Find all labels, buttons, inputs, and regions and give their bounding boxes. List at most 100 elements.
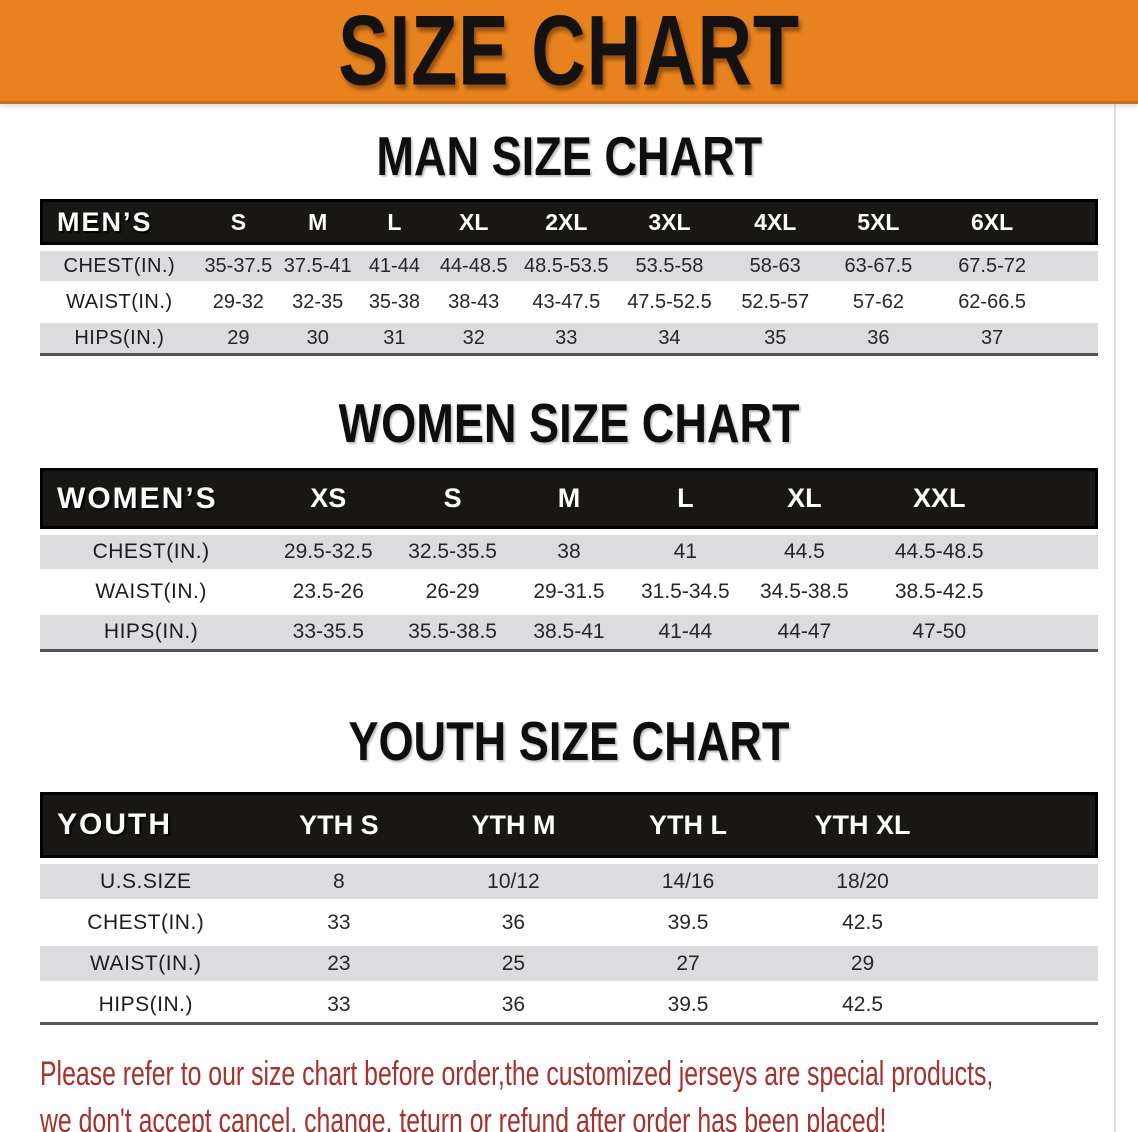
table-cell: 29-32 — [198, 281, 279, 317]
table-cell: 44.5-48.5 — [865, 529, 1014, 569]
table-cell: 8 — [251, 858, 427, 899]
table-cell: 34 — [616, 317, 723, 356]
table-cell: 36 — [828, 317, 929, 356]
table-cell: 32.5-35.5 — [394, 529, 511, 569]
table-cell: 37 — [928, 317, 1056, 356]
table-cell: 42.5 — [775, 981, 950, 1025]
column-header: S — [198, 199, 279, 245]
man-header-row: MEN’S S M L XL 2XL 3XL 4XL 5XL 6XL — [40, 199, 1098, 245]
column-header: 5XL — [828, 199, 929, 245]
table-cell: 41-44 — [357, 245, 432, 281]
table-cell: 38-43 — [431, 281, 517, 317]
table-cell: 62-66.5 — [928, 281, 1056, 317]
table-cell: 48.5-53.5 — [516, 245, 617, 281]
table-cell: 39.5 — [600, 981, 776, 1025]
column-header: 6XL — [928, 199, 1056, 245]
column-header: XXL — [865, 468, 1014, 529]
row-label: CHEST(IN.) — [40, 529, 263, 569]
spacer-cell — [1013, 468, 1098, 529]
row-label: CHEST(IN.) — [40, 245, 199, 281]
table-cell: 44-48.5 — [431, 245, 517, 281]
spacer-cell — [1055, 317, 1098, 356]
table-cell: 34.5-38.5 — [743, 569, 866, 609]
table-cell: 35-37.5 — [198, 245, 279, 281]
table-cell: 67.5-72 — [928, 245, 1056, 281]
row-label: WAIST(IN.) — [40, 569, 263, 609]
column-header: M — [278, 199, 358, 245]
table-row-hips: HIPS(IN.) 33 36 39.5 42.5 — [40, 981, 1098, 1025]
column-header: 3XL — [616, 199, 723, 245]
youth-size-table: YOUTH YTH S YTH M YTH L YTH XL U.S.SIZE … — [40, 792, 1098, 1025]
column-header: L — [627, 468, 744, 529]
table-row-ussize: U.S.SIZE 8 10/12 14/16 18/20 — [40, 858, 1098, 899]
table-cell: 44.5 — [743, 529, 866, 569]
table-cell: 25 — [426, 940, 601, 981]
table-row-chest: CHEST(IN.) 35-37.5 37.5-41 41-44 44-48.5… — [40, 245, 1098, 281]
table-cell: 38.5-42.5 — [865, 569, 1014, 609]
table-cell: 35.5-38.5 — [394, 609, 511, 652]
table-row-hips: HIPS(IN.) 29 30 31 32 33 34 35 36 37 — [40, 317, 1098, 356]
table-cell: 29.5-32.5 — [262, 529, 395, 569]
table-cell: 41-44 — [627, 609, 744, 652]
disclaimer-line-1: Please refer to our size chart before or… — [40, 1055, 994, 1093]
table-cell: 14/16 — [600, 858, 776, 899]
table-cell: 32-35 — [278, 281, 358, 317]
spacer-cell — [1013, 529, 1098, 569]
table-row-waist: WAIST(IN.) 23.5-26 26-29 29-31.5 31.5-34… — [40, 569, 1098, 609]
column-header: XL — [743, 468, 866, 529]
table-cell: 31 — [357, 317, 432, 356]
table-cell: 38.5-41 — [510, 609, 628, 652]
table-cell: 36 — [426, 899, 601, 940]
column-header: 2XL — [516, 199, 617, 245]
table-cell: 42.5 — [775, 899, 950, 940]
table-cell: 33 — [516, 317, 617, 356]
column-header: L — [357, 199, 432, 245]
row-label: U.S.SIZE — [40, 858, 252, 899]
man-size-table: MEN’S S M L XL 2XL 3XL 4XL 5XL 6XL CHEST… — [40, 199, 1098, 356]
column-header: YTH M — [426, 792, 601, 858]
table-cell: 36 — [426, 981, 601, 1025]
row-label: HIPS(IN.) — [40, 317, 199, 356]
row-label: HIPS(IN.) — [40, 981, 252, 1025]
youth-group-label: YOUTH — [40, 792, 252, 858]
table-cell: 35 — [722, 317, 829, 356]
women-group-label: WOMEN’S — [40, 468, 263, 529]
table-row-chest: CHEST(IN.) 29.5-32.5 32.5-35.5 38 41 44.… — [40, 529, 1098, 569]
spacer-cell — [1055, 281, 1098, 317]
spacer-cell — [1013, 609, 1098, 652]
table-cell: 26-29 — [394, 569, 511, 609]
right-edge-divider — [1114, 103, 1116, 1132]
table-cell: 39.5 — [600, 899, 776, 940]
table-cell: 57-62 — [828, 281, 929, 317]
table-cell: 29-31.5 — [510, 569, 628, 609]
table-cell: 18/20 — [775, 858, 950, 899]
table-cell: 63-67.5 — [828, 245, 929, 281]
spacer-cell — [1013, 569, 1098, 609]
table-cell: 33-35.5 — [262, 609, 395, 652]
table-cell: 47-50 — [865, 609, 1014, 652]
column-header: YTH XL — [775, 792, 950, 858]
table-cell: 52.5-57 — [722, 281, 829, 317]
table-cell: 41 — [627, 529, 744, 569]
table-cell: 23.5-26 — [262, 569, 395, 609]
man-section-title: MAN SIZE CHART — [376, 125, 762, 187]
women-section-title: WOMEN SIZE CHART — [338, 392, 800, 454]
table-cell: 53.5-58 — [616, 245, 723, 281]
spacer-cell — [949, 792, 1098, 858]
youth-section-title: YOUTH SIZE CHART — [348, 710, 790, 772]
table-cell: 58-63 — [722, 245, 829, 281]
table-cell: 33 — [251, 981, 427, 1025]
page-title: SIZE CHART — [338, 0, 800, 107]
table-cell: 37.5-41 — [278, 245, 358, 281]
table-cell: 47.5-52.5 — [616, 281, 723, 317]
banner: SIZE CHART — [0, 0, 1138, 104]
spacer-cell — [949, 899, 1098, 940]
spacer-cell — [949, 940, 1098, 981]
table-cell: 35-38 — [357, 281, 432, 317]
table-row-waist: WAIST(IN.) 23 25 27 29 — [40, 940, 1098, 981]
table-cell: 29 — [775, 940, 950, 981]
column-header: XL — [431, 199, 517, 245]
table-cell: 27 — [600, 940, 776, 981]
table-cell: 43-47.5 — [516, 281, 617, 317]
